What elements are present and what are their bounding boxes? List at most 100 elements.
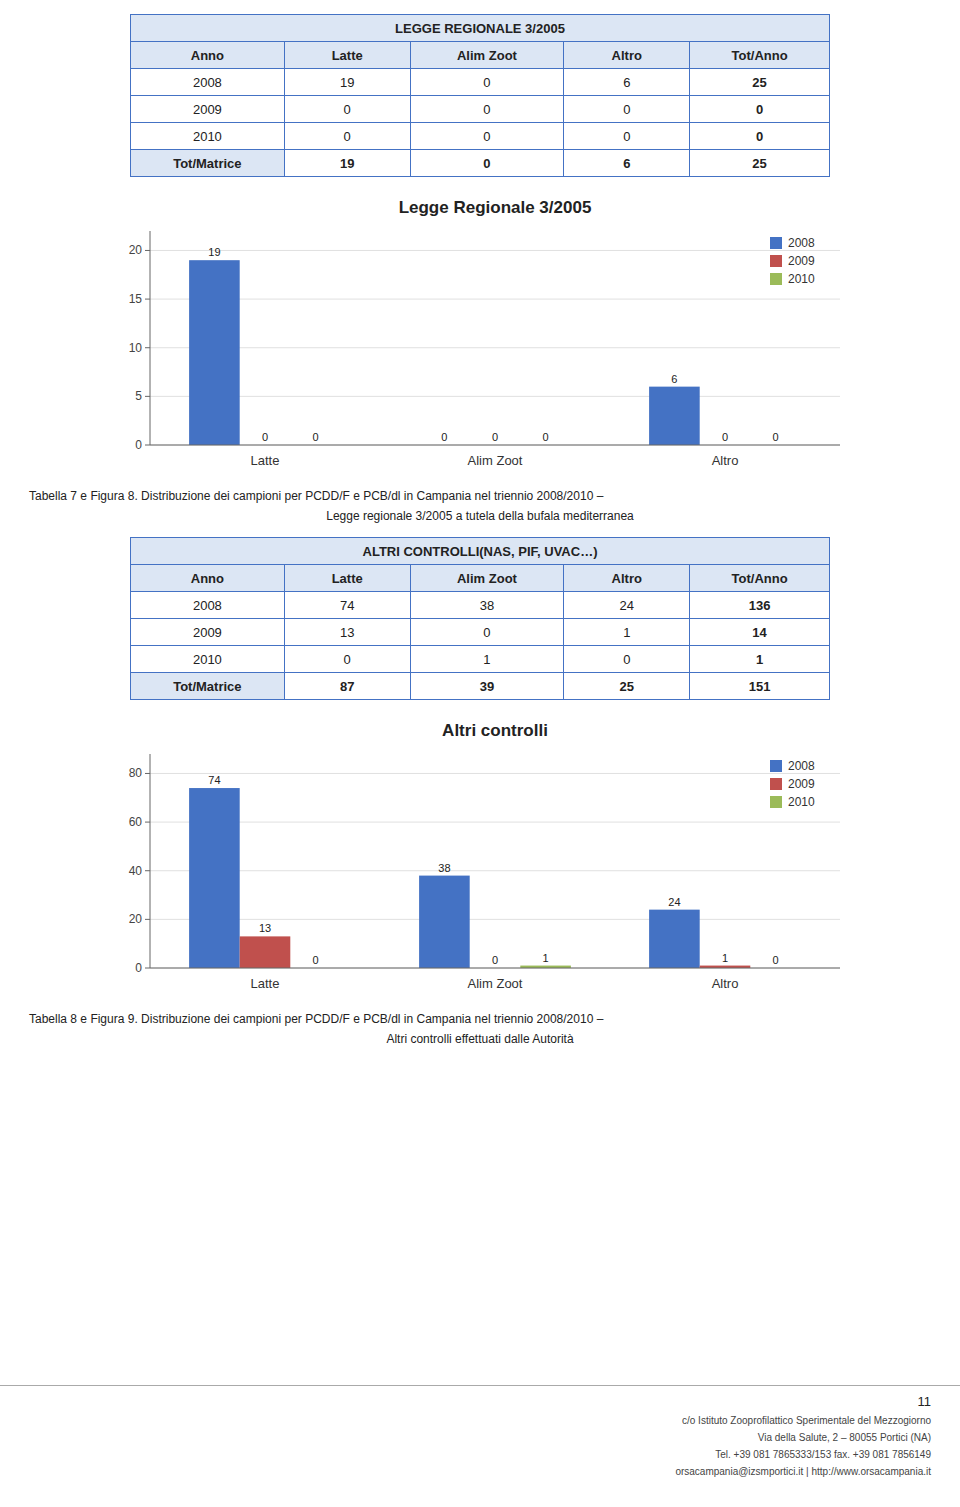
table-cell: 14: [690, 619, 830, 646]
y-tick: [145, 773, 150, 774]
y-tick: [145, 919, 150, 920]
table-row: Tot/Matrice873925151: [131, 673, 830, 700]
table-row: 2009130114: [131, 619, 830, 646]
table-cell: 39: [410, 673, 564, 700]
table-header-cell: Latte: [284, 42, 410, 69]
table-cell: 0: [410, 69, 564, 96]
data-label: 0: [492, 954, 498, 966]
table-cell: 1: [564, 619, 690, 646]
grid-line: [150, 773, 840, 774]
x-tick-label: Alim Zoot: [468, 976, 523, 991]
data-label: 0: [262, 431, 268, 443]
table-title-row: LEGGE REGIONALE 3/2005: [131, 15, 830, 42]
table-block: ALTRI CONTROLLI(NAS, PIF, UVAC…)AnnoLatt…: [0, 537, 960, 700]
data-table: LEGGE REGIONALE 3/2005AnnoLatteAlim Zoot…: [130, 14, 830, 177]
footer-separator: [0, 1385, 960, 1386]
bars: [189, 260, 700, 445]
table-body: LEGGE REGIONALE 3/2005AnnoLatteAlim Zoot…: [131, 15, 830, 177]
bars: [189, 788, 750, 968]
legend-label: 2009: [788, 254, 815, 268]
footer-line: c/o Istituto Zooprofilattico Sperimental…: [0, 1415, 960, 1426]
table-cell: 0: [690, 123, 830, 150]
legend-swatch: [770, 273, 782, 285]
data-label: 6: [671, 373, 677, 385]
bar: [649, 910, 700, 968]
grid-line: [150, 870, 840, 871]
x-tick-label: Latte: [251, 976, 280, 991]
bar-chart: Altri controlli0204060807438241301010Lat…: [100, 714, 860, 1004]
x-axis: [150, 968, 840, 969]
legend-label: 2010: [788, 795, 815, 809]
y-tick: [145, 299, 150, 300]
legend-swatch: [770, 237, 782, 249]
caption: Tabella 7 e Figura 8. Distribuzione dei …: [0, 489, 960, 523]
footer-line: Tel. +39 081 7865333/153 fax. +39 081 78…: [0, 1449, 960, 1460]
table-cell: 38: [410, 592, 564, 619]
data-label: 1: [722, 952, 728, 964]
chart-block: Legge Regionale 3/2005051015201906000000…: [100, 191, 860, 481]
legend: 200820092010: [770, 759, 815, 809]
table-cell: 1: [410, 646, 564, 673]
table-cell: 2009: [131, 619, 285, 646]
table-header-row: AnnoLatteAlim ZootAltroTot/Anno: [131, 565, 830, 592]
table-cell: 2009: [131, 96, 285, 123]
data-label: 0: [543, 431, 549, 443]
table-header-row: AnnoLatteAlim ZootAltroTot/Anno: [131, 42, 830, 69]
table-title: LEGGE REGIONALE 3/2005: [131, 15, 830, 42]
caption-line: Tabella 8 e Figura 9. Distribuzione dei …: [0, 1012, 960, 1026]
table-cell: 0: [284, 646, 410, 673]
table-header-cell: Alim Zoot: [410, 565, 564, 592]
caption-line: Tabella 7 e Figura 8. Distribuzione dei …: [0, 489, 960, 503]
chart-title: Altri controlli: [442, 721, 548, 740]
legend: 200820092010: [770, 236, 815, 286]
grid-line: [150, 396, 840, 397]
bar: [189, 260, 240, 445]
table-title: ALTRI CONTROLLI(NAS, PIF, UVAC…): [131, 538, 830, 565]
caption-line: Legge regionale 3/2005 a tutela della bu…: [0, 509, 960, 523]
y-tick-label: 20: [129, 912, 143, 926]
y-tick: [145, 870, 150, 871]
table-cell: 19: [284, 150, 410, 177]
grid-line: [150, 347, 840, 348]
table-header-cell: Alim Zoot: [410, 42, 564, 69]
data-table: ALTRI CONTROLLI(NAS, PIF, UVAC…)AnnoLatt…: [130, 537, 830, 700]
table-cell: 2010: [131, 646, 285, 673]
x-tick-label: Alim Zoot: [468, 453, 523, 468]
table-cell: 24: [564, 592, 690, 619]
table-row: 2008743824136: [131, 592, 830, 619]
table-cell: 0: [564, 96, 690, 123]
table-cell: 87: [284, 673, 410, 700]
table-cell: 19: [284, 69, 410, 96]
table-row: 20100101: [131, 646, 830, 673]
table-cell: 136: [690, 592, 830, 619]
table-cell: 25: [564, 673, 690, 700]
y-tick: [145, 347, 150, 348]
caption: Tabella 8 e Figura 9. Distribuzione dei …: [0, 1012, 960, 1046]
table-cell: 0: [410, 150, 564, 177]
x-tick-label: Altro: [712, 453, 739, 468]
y-tick-label: 80: [129, 766, 143, 780]
grid-line: [150, 250, 840, 251]
x-tick-label: Latte: [251, 453, 280, 468]
legend-swatch: [770, 796, 782, 808]
grid-line: [150, 822, 840, 823]
table-cell: 0: [410, 619, 564, 646]
bar: [419, 876, 470, 968]
grid-line: [150, 968, 840, 969]
table-row: 20100000: [131, 123, 830, 150]
table-row: 2008190625: [131, 69, 830, 96]
table-header-cell: Altro: [564, 42, 690, 69]
table-cell: 2008: [131, 592, 285, 619]
y-axis: [150, 231, 151, 445]
table-header-cell: Tot/Anno: [690, 42, 830, 69]
y-tick: [145, 822, 150, 823]
table-title-row: ALTRI CONTROLLI(NAS, PIF, UVAC…): [131, 538, 830, 565]
bar: [240, 936, 291, 968]
bar: [189, 788, 240, 968]
y-tick-label: 5: [135, 389, 142, 403]
table-row: Tot/Matrice190625: [131, 150, 830, 177]
legend-swatch: [770, 778, 782, 790]
legend-swatch: [770, 255, 782, 267]
page: {"chart_data": [ {"type": "bar", "title"…: [0, 0, 960, 1507]
caption-line: Altri controlli effettuati dalle Autorit…: [0, 1032, 960, 1046]
